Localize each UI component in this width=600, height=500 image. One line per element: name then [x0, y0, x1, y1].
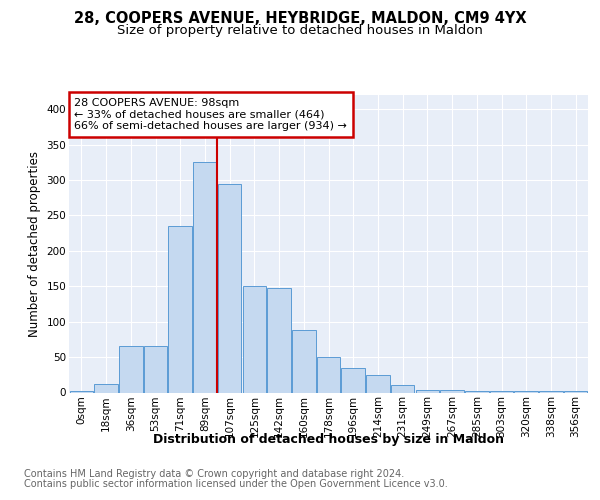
Bar	[514, 391, 538, 392]
Bar	[94, 384, 118, 392]
Bar	[144, 346, 167, 393]
Bar	[70, 391, 93, 392]
Bar	[490, 391, 513, 392]
Bar	[317, 357, 340, 392]
Bar	[564, 391, 587, 392]
Text: Distribution of detached houses by size in Maldon: Distribution of detached houses by size …	[154, 432, 504, 446]
Bar	[416, 390, 439, 392]
Bar	[218, 184, 241, 392]
Bar	[193, 162, 217, 392]
Bar	[119, 346, 143, 393]
Text: 28, COOPERS AVENUE, HEYBRIDGE, MALDON, CM9 4YX: 28, COOPERS AVENUE, HEYBRIDGE, MALDON, C…	[74, 11, 526, 26]
Text: Size of property relative to detached houses in Maldon: Size of property relative to detached ho…	[117, 24, 483, 37]
Bar	[539, 391, 563, 392]
Bar	[169, 226, 192, 392]
Bar	[465, 391, 488, 392]
Bar	[292, 330, 316, 392]
Text: Contains public sector information licensed under the Open Government Licence v3: Contains public sector information licen…	[24, 479, 448, 489]
Bar	[341, 368, 365, 392]
Bar	[366, 375, 389, 392]
Bar	[268, 288, 291, 393]
Y-axis label: Number of detached properties: Number of detached properties	[28, 151, 41, 337]
Bar	[242, 286, 266, 393]
Bar	[440, 390, 464, 392]
Bar	[391, 386, 415, 392]
Text: 28 COOPERS AVENUE: 98sqm
← 33% of detached houses are smaller (464)
66% of semi-: 28 COOPERS AVENUE: 98sqm ← 33% of detach…	[74, 98, 347, 131]
Text: Contains HM Land Registry data © Crown copyright and database right 2024.: Contains HM Land Registry data © Crown c…	[24, 469, 404, 479]
